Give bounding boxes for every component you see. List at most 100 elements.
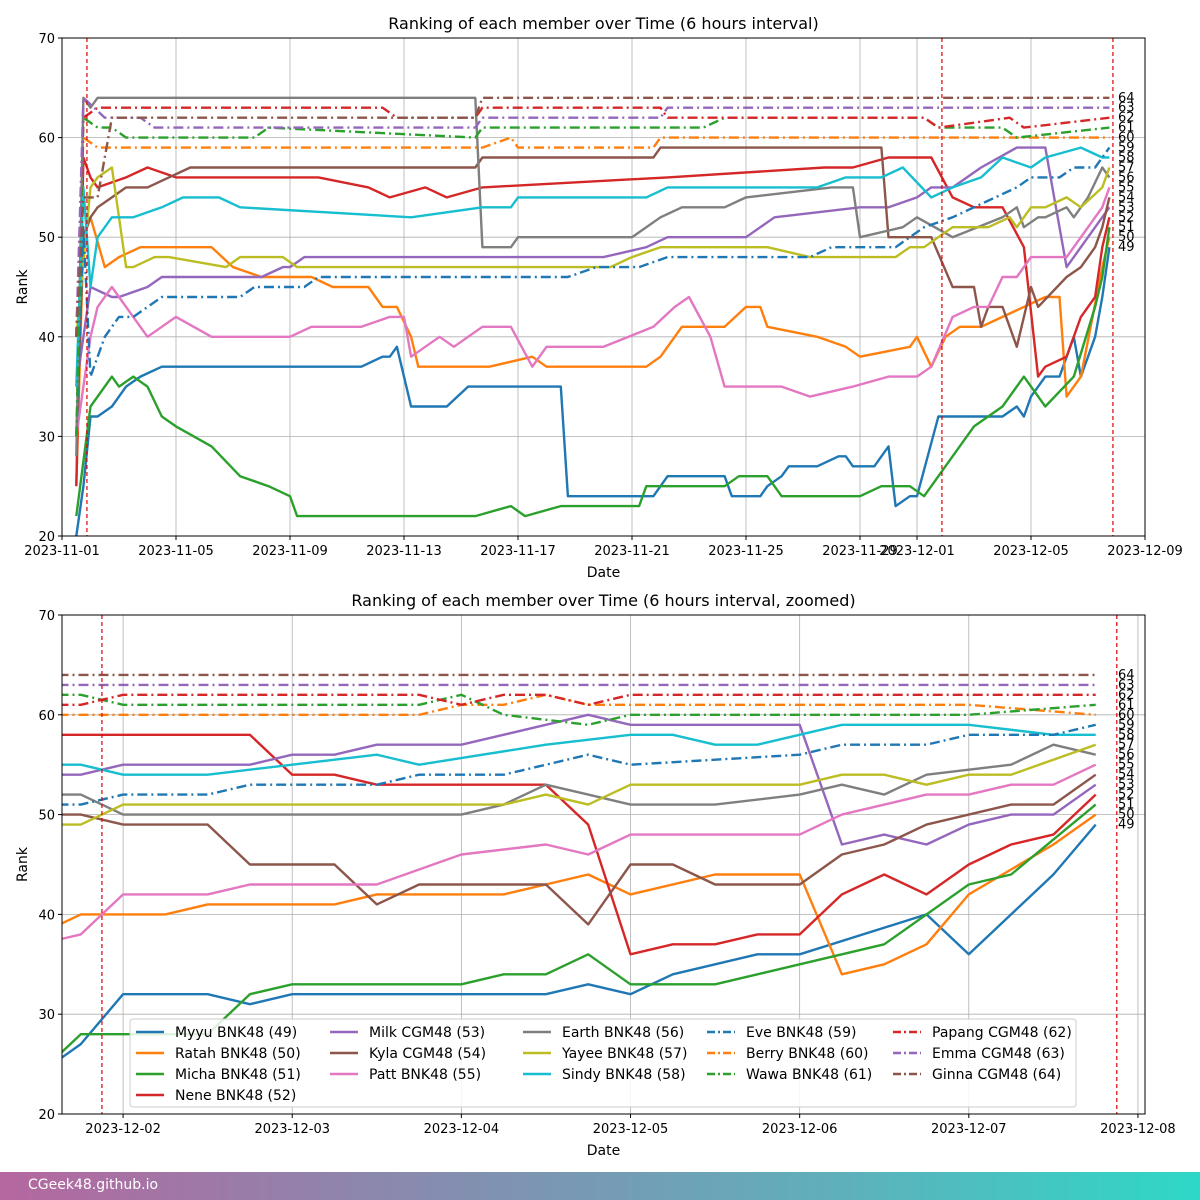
chart2-legend-label: Papang CGM48 (62) xyxy=(932,1025,1072,1041)
chart2-legend-label: Berry BNK48 (60) xyxy=(746,1046,868,1062)
chart1-ytick-label: 20 xyxy=(38,530,55,545)
chart2-rank-label: 58 xyxy=(1118,728,1135,743)
chart1-xlabel: Date xyxy=(587,565,620,581)
chart2-legend-item: Eve BNK48 (59) xyxy=(707,1025,856,1041)
chart1-rank-label: 63 xyxy=(1118,101,1135,116)
footer-text[interactable]: CGeek48.github.io xyxy=(28,1177,159,1193)
chart2-legend-label: Emma CGM48 (63) xyxy=(932,1046,1065,1062)
chart2-legend-label: Eve BNK48 (59) xyxy=(746,1025,856,1041)
charts-canvas: 20 30 40 50 60 70 2023-11-01 2023-11-05 2023-11-… xyxy=(15,14,1183,1159)
chart1-xtick-label: 2023-11-13 xyxy=(366,544,442,559)
chart2-ytick-label: 20 xyxy=(38,1108,55,1123)
chart2-xtick-label: 2023-12-08 xyxy=(1100,1122,1176,1137)
chart2-series-eve xyxy=(62,723,1096,806)
chart2-rank-label: 50 xyxy=(1118,808,1135,823)
chart1-series-ginna xyxy=(75,96,1110,337)
footer-bar: CGeek48.github.io xyxy=(0,1172,1200,1200)
chart1-xtick-label: 2023-11-09 xyxy=(252,544,328,559)
chart1-rank-label: 52 xyxy=(1118,210,1135,225)
chart2-legend-label: Patt BNK48 (55) xyxy=(369,1067,481,1083)
chart1-rank-label: 62 xyxy=(1118,111,1135,126)
chart2-series-nene xyxy=(62,733,1097,956)
chart2-xtick-label: 2023-12-05 xyxy=(593,1122,669,1137)
chart2-panel: 20 30 40 50 60 70 2023-12-02 2023-12-03 2023-12-… xyxy=(15,591,1176,1159)
chart1-rank-label: 57 xyxy=(1118,160,1135,175)
chart2-rank-label: 64 xyxy=(1118,668,1135,683)
chart2-ytick-label: 30 xyxy=(38,1008,55,1023)
chart2-legend-item: Sindy BNK48 (58) xyxy=(523,1067,686,1083)
chart1-series-nene xyxy=(75,156,1111,487)
chart1-panel: 20 30 40 50 60 70 2023-11-01 2023-11-05 2023-11-… xyxy=(15,14,1183,581)
chart2-rank-label: 54 xyxy=(1118,768,1135,783)
chart2-legend-label: Yayee BNK48 (57) xyxy=(561,1046,687,1062)
chart2-legend-item: Kyla CGM48 (54) xyxy=(330,1046,486,1062)
chart2-ytick-label: 70 xyxy=(38,609,55,624)
chart2-legend: Myyu BNK48 (49) Ratah BNK48 (50) Micha BNK… xyxy=(129,1018,1077,1108)
chart2-rank-label: 63 xyxy=(1118,678,1135,693)
chart2-legend-label: Milk CGM48 (53) xyxy=(369,1025,485,1041)
chart2-xtick-label: 2023-12-03 xyxy=(254,1122,330,1137)
chart2-rank-label: 52 xyxy=(1118,788,1135,803)
chart2-legend-item: Micha BNK48 (51) xyxy=(136,1067,301,1083)
chart2-rank-label: 51 xyxy=(1118,798,1135,813)
chart2-rank-label: 57 xyxy=(1118,738,1135,753)
chart1-rank-label: 51 xyxy=(1118,220,1135,235)
chart2-xtick-label: 2023-12-06 xyxy=(762,1122,838,1137)
chart2-legend-label: Myyu BNK48 (49) xyxy=(175,1025,297,1041)
chart1-series-emma xyxy=(75,96,1110,337)
chart2-rank-label: 60 xyxy=(1118,708,1135,723)
chart2-series-kyla xyxy=(62,773,1097,926)
chart2-rank-label: 53 xyxy=(1118,778,1135,793)
chart1-xtick-label: 2023-12-05 xyxy=(993,544,1069,559)
chart1-rank-label: 61 xyxy=(1118,121,1135,136)
chart1-ytick-label: 50 xyxy=(38,231,55,246)
chart1-series-earth xyxy=(75,96,1111,457)
chart2-rank-label: 49 xyxy=(1118,818,1135,833)
chart1-series-papang xyxy=(75,106,1110,337)
chart2-legend-label: Nene BNK48 (52) xyxy=(175,1088,296,1104)
chart2-legend-item: Earth BNK48 (56) xyxy=(523,1025,684,1041)
chart1-series-eve xyxy=(75,146,1111,437)
chart2-series-papang xyxy=(62,693,1096,706)
chart2-legend-item: Yayee BNK48 (57) xyxy=(523,1046,687,1062)
chart2-series-earth xyxy=(62,743,1096,816)
chart2-series-milk xyxy=(62,713,1097,846)
chart2-legend-box xyxy=(129,1018,1077,1108)
chart2-xtick-label: 2023-12-04 xyxy=(424,1122,500,1137)
chart1-ytick-label: 60 xyxy=(38,132,55,147)
chart1-xtick-label: 2023-11-01 xyxy=(24,544,100,559)
chart1-rank-label: 64 xyxy=(1118,91,1135,106)
chart1-frame xyxy=(61,37,1146,537)
chart2-rank-label: 61 xyxy=(1118,698,1135,713)
chart2-series-yayee xyxy=(62,743,1097,826)
chart1-series-micha xyxy=(75,227,1111,518)
chart2-legend-label: Wawa BNK48 (61) xyxy=(746,1067,872,1083)
chart1-rank-label: 56 xyxy=(1118,170,1135,185)
chart2-legend-label: Ginna CGM48 (64) xyxy=(932,1067,1061,1083)
chart1-xtick-label: 2023-11-25 xyxy=(708,544,784,559)
chart2-legend-item: Emma CGM48 (63) xyxy=(893,1046,1065,1062)
chart2-xtick-label: 2023-12-07 xyxy=(931,1122,1007,1137)
chart1-series-sindy xyxy=(75,146,1110,387)
chart2-rank-label: 56 xyxy=(1118,748,1135,763)
chart1-xtick-label: 2023-11-29 xyxy=(822,544,898,559)
chart1-rank-label: 49 xyxy=(1118,240,1135,255)
chart2-legend-item: Nene BNK48 (52) xyxy=(136,1088,296,1104)
chart2-legend-item: Papang CGM48 (62) xyxy=(893,1025,1072,1041)
chart2-ylabel: Rank xyxy=(15,846,31,882)
chart2-legend-label: Micha BNK48 (51) xyxy=(175,1067,301,1083)
chart1-series-kyla xyxy=(75,146,1111,437)
chart1-ytick-label: 70 xyxy=(38,32,55,47)
chart1-series-patt xyxy=(75,186,1111,437)
chart2-series-ratah xyxy=(62,813,1097,976)
chart1-rank-label: 55 xyxy=(1118,180,1135,195)
chart1-xtick-label: 2023-11-05 xyxy=(138,544,214,559)
chart2-rank-label: 62 xyxy=(1118,688,1135,703)
chart2-series-sindy xyxy=(62,723,1096,776)
chart1-xtick-label: 2023-12-09 xyxy=(1107,544,1183,559)
chart1-rank-label: 60 xyxy=(1118,131,1135,146)
chart1-series-yayee xyxy=(75,166,1111,337)
chart2-legend-label: Ratah BNK48 (50) xyxy=(175,1046,301,1062)
chart1-ytick-label: 30 xyxy=(38,430,55,445)
chart2-legend-item: Milk CGM48 (53) xyxy=(330,1025,485,1041)
